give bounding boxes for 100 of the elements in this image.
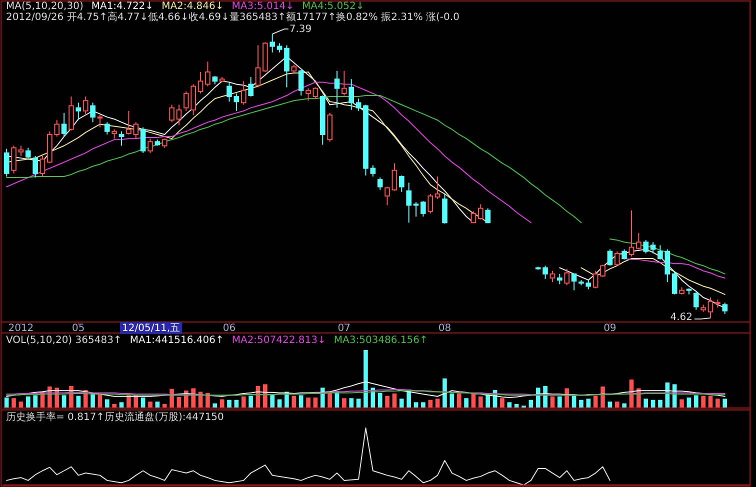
bar: [428, 400, 433, 408]
bar: [104, 399, 110, 408]
candlestick: [104, 122, 110, 135]
bar: [162, 404, 167, 408]
candlestick: [470, 210, 476, 224]
candlestick: [348, 78, 354, 110]
bar: [564, 388, 569, 408]
candlestick: [284, 44, 290, 88]
bar: [356, 398, 361, 408]
candlestick: [643, 240, 649, 254]
candlestick: [592, 270, 598, 289]
candlestick: [118, 130, 124, 146]
candlestick: [112, 128, 117, 140]
candlestick: [176, 104, 182, 126]
bar: [349, 398, 354, 408]
candlestick: [298, 69, 304, 96]
candlestick: [406, 182, 412, 224]
candlestick: [255, 44, 261, 88]
chart-title: MA(5,10,20,30): [6, 1, 84, 12]
candlestick: [392, 162, 398, 192]
candlestick: [240, 80, 246, 106]
bar: [385, 396, 390, 408]
candlestick: [384, 186, 390, 206]
text: MA2:4.846↓: [162, 1, 224, 12]
bar: [435, 398, 440, 408]
candlestick: [485, 208, 490, 224]
bar: [206, 392, 210, 408]
bar: [90, 392, 95, 408]
candlestick: [334, 70, 340, 108]
bar: [680, 399, 684, 408]
candlestick: [600, 264, 606, 278]
chart-title: VOL(5,10,20) 365483↑: [6, 335, 122, 346]
candlestick: [370, 164, 376, 178]
bar: [614, 402, 620, 408]
candlestick: [248, 76, 254, 98]
candlestick: [342, 70, 347, 96]
bar: [622, 403, 626, 408]
candlestick: [306, 88, 311, 102]
candlestick: [607, 248, 613, 266]
bar: [456, 394, 462, 408]
text: MA1:4.722↓: [91, 1, 154, 12]
candlestick: [169, 104, 174, 123]
candlestick: [672, 270, 678, 295]
candlestick: [693, 292, 699, 310]
bar: [500, 398, 504, 408]
candlestick: [18, 145, 24, 157]
candlestick: [377, 177, 383, 190]
candlestick: [722, 302, 728, 314]
candlestick: [557, 273, 562, 285]
bar: [558, 396, 562, 408]
candlestick: [234, 92, 240, 112]
candlestick: [140, 126, 146, 154]
bar: [644, 398, 648, 408]
bar: [399, 398, 404, 408]
candlestick: [356, 98, 362, 112]
bar: [342, 398, 346, 408]
text: MA3:5.014↓: [232, 1, 294, 12]
candlestick: [82, 96, 88, 116]
candlestick: [708, 296, 714, 318]
candlestick: [571, 273, 577, 291]
bar: [694, 395, 698, 408]
candlestick: [614, 250, 620, 266]
bar: [464, 398, 468, 408]
candlestick: [4, 148, 10, 178]
candlestick: [420, 200, 426, 217]
candlestick: [291, 64, 297, 74]
bar: [248, 396, 253, 408]
candlestick: [162, 138, 168, 148]
bar: [306, 398, 310, 408]
chart-subtitle: 2012/09/26 开4.75↑高4.77↓低4.66↓收4.69↓量365483↑额17177↑换0.82% 振2.31% 涨(-0.0: [6, 11, 460, 23]
bar: [450, 394, 454, 408]
bar: [112, 404, 116, 408]
bar: [543, 386, 548, 408]
bar: [600, 386, 605, 408]
text: MA2:507422.813↓: [232, 335, 326, 346]
bar: [478, 396, 483, 408]
candlestick: [413, 202, 419, 217]
bar: [126, 395, 131, 408]
candlestick: [32, 156, 38, 178]
bar: [12, 398, 16, 408]
candlestick: [270, 34, 276, 53]
bar: [579, 400, 584, 408]
bar: [148, 402, 152, 408]
bar: [26, 396, 30, 408]
candlestick: [622, 248, 627, 260]
candlestick: [478, 204, 484, 220]
candlestick: [25, 147, 31, 160]
bar: [241, 396, 246, 408]
bar: [263, 384, 268, 408]
text: MA3:503486.156↑: [334, 335, 428, 346]
candlestick: [226, 82, 232, 102]
bar: [722, 398, 728, 408]
candlestick: [61, 112, 67, 138]
bar: [364, 350, 368, 408]
bar: [536, 388, 540, 408]
bar: [586, 398, 591, 408]
x-tick-label: 07: [338, 323, 351, 334]
x-tick-label: 08: [438, 323, 452, 334]
annotation: 4.62: [670, 312, 692, 323]
candlestick: [97, 114, 103, 128]
